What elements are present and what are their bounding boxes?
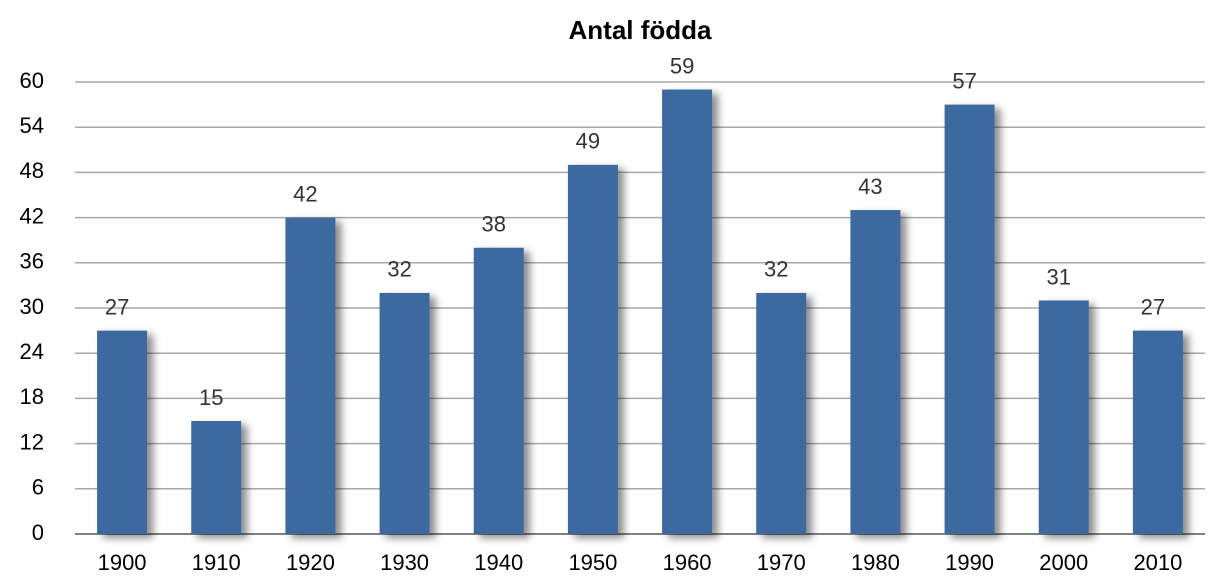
x-tick-label: 1980 bbox=[851, 550, 900, 575]
x-tick-label: 2010 bbox=[1133, 550, 1182, 575]
value-label: 32 bbox=[764, 257, 788, 282]
value-label: 38 bbox=[482, 212, 506, 237]
value-label: 15 bbox=[199, 385, 223, 410]
y-tick-label: 30 bbox=[20, 294, 44, 319]
value-label: 27 bbox=[105, 294, 129, 319]
bar bbox=[662, 89, 713, 535]
value-label: 57 bbox=[952, 68, 976, 93]
x-tick-label: 2000 bbox=[1039, 550, 1088, 575]
x-tick-label: 1960 bbox=[663, 550, 712, 575]
y-tick-label: 48 bbox=[20, 158, 44, 183]
x-tick-label: 1950 bbox=[568, 550, 617, 575]
y-tick-label: 18 bbox=[20, 384, 44, 409]
y-tick-label: 24 bbox=[20, 339, 44, 364]
y-tick-label: 60 bbox=[20, 68, 44, 93]
y-tick-label: 0 bbox=[32, 520, 44, 545]
bar bbox=[756, 292, 807, 534]
x-tick-label: 1910 bbox=[192, 550, 241, 575]
value-label: 31 bbox=[1047, 264, 1071, 289]
y-tick-label: 6 bbox=[32, 475, 44, 500]
value-label: 32 bbox=[387, 257, 411, 282]
bar bbox=[97, 330, 148, 534]
chart-title: Antal födda bbox=[569, 15, 713, 45]
value-label: 27 bbox=[1141, 294, 1165, 319]
y-tick-label: 42 bbox=[20, 203, 44, 228]
value-label: 49 bbox=[576, 129, 600, 154]
bar bbox=[191, 421, 242, 534]
bar bbox=[944, 104, 995, 534]
bar bbox=[285, 217, 336, 534]
y-tick-label: 12 bbox=[20, 429, 44, 454]
x-tick-label: 1940 bbox=[474, 550, 523, 575]
x-tick-label: 1920 bbox=[286, 550, 335, 575]
bar bbox=[1132, 330, 1183, 534]
y-tick-label: 36 bbox=[20, 249, 44, 274]
bar bbox=[567, 164, 618, 534]
x-tick-label: 1970 bbox=[757, 550, 806, 575]
x-tick-label: 1900 bbox=[98, 550, 147, 575]
bar bbox=[1038, 300, 1089, 534]
value-label: 42 bbox=[293, 181, 317, 206]
bar bbox=[473, 247, 524, 534]
value-label: 59 bbox=[670, 53, 694, 78]
y-tick-label: 54 bbox=[20, 113, 44, 138]
x-tick-label: 1990 bbox=[945, 550, 994, 575]
bar bbox=[850, 210, 901, 535]
bar bbox=[379, 292, 430, 534]
x-tick-label: 1930 bbox=[380, 550, 429, 575]
value-label: 43 bbox=[858, 174, 882, 199]
